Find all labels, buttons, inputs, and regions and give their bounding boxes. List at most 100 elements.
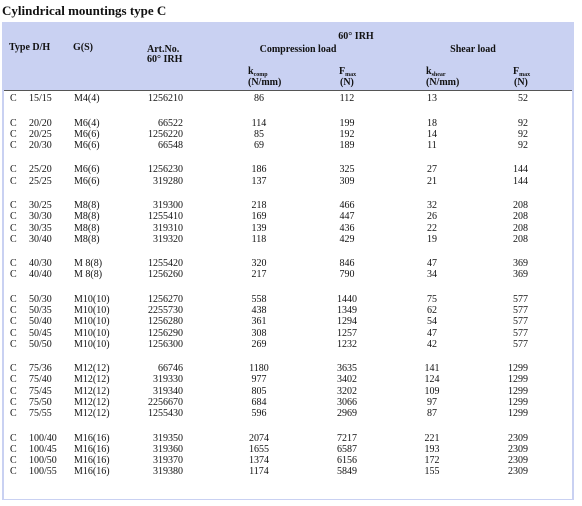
k-shear: 22 [427,222,437,234]
k-shear: 47 [427,327,437,339]
gs: M6(6) [74,175,100,187]
art-no: 66522 [158,117,183,129]
type-prefix: C [10,454,17,466]
gs: M10(10) [74,327,110,339]
f-max-shear: 92 [518,139,528,151]
k-comp: 438 [251,305,267,317]
type-dh: 15/15 [29,93,52,104]
type-prefix: C [10,385,17,397]
f-max-shear: 2309 [508,432,528,444]
k-comp: 1174 [249,466,269,478]
header-shear: Shear load [450,44,496,55]
header-gs: G(S) [73,42,93,53]
art-no: 1255410 [148,211,183,223]
gs: M8(8) [74,200,100,212]
type-dh: 50/30 [29,293,52,305]
f-max-comp: 6156 [337,454,357,466]
type-prefix: C [10,139,17,151]
gs: M16(16) [74,454,110,466]
art-no: 1255420 [148,258,183,270]
type-prefix: C [10,305,17,317]
f-max-comp: 3066 [337,396,357,408]
f-max-shear: 52 [518,93,528,104]
k-comp: 2074 [249,432,269,444]
header-fmax1: Fmax [339,66,356,81]
f-max-shear: 144 [513,175,528,187]
k-shear: 19 [427,233,437,245]
gs: M12(12) [74,396,110,408]
f-max-shear: 577 [513,338,528,350]
f-max-comp: 189 [339,139,355,151]
gs: M4(4) [74,93,100,104]
type-prefix: C [10,233,17,245]
type-dh: 20/25 [29,128,52,140]
f-max-comp: 1440 [337,293,357,305]
kcomp: k [248,66,254,77]
f-max-shear: 369 [513,269,528,281]
art-no: 1255430 [148,408,183,419]
k-comp: 114 [251,117,267,129]
art-no: 1256210 [148,93,183,104]
type-dh: 25/20 [29,164,52,176]
gs: M 8(8) [74,258,103,270]
type-prefix: C [10,293,17,305]
type-dh: 100/55 [29,466,57,478]
gs: M8(8) [74,211,100,223]
f-max-shear: 1299 [508,408,528,419]
k-shear: 54 [427,316,437,328]
k-comp: 218 [251,200,267,212]
gs: M10(10) [74,305,110,317]
kshear: k [426,66,432,77]
k-shear: 155 [424,466,440,478]
k-shear: 11 [427,139,437,151]
k-comp: 320 [251,258,267,270]
k-comp: 596 [251,408,267,419]
f-max-shear: 2309 [508,443,528,455]
f-max-comp: 3202 [337,385,357,397]
f-max-shear: 577 [513,305,528,317]
gs: M16(16) [74,443,110,455]
type-dh: 30/35 [29,222,52,234]
header-artno: Art.No. [147,44,180,55]
f-max-shear: 208 [513,211,528,223]
type-prefix: C [10,338,17,350]
type-dh: 20/20 [29,117,52,129]
k-comp: 361 [251,316,267,328]
type-prefix: C [10,363,17,375]
f-max-comp: 447 [339,211,355,223]
type-dh: 75/50 [29,396,52,408]
f-max-comp: 1349 [337,305,357,317]
f-max-comp: 436 [339,222,355,234]
k-shear: 32 [427,200,437,212]
type-prefix: C [10,175,17,187]
type-prefix: C [10,396,17,408]
k-comp: 308 [251,327,267,339]
type-dh: 40/40 [29,269,52,281]
k-comp: 169 [251,211,267,223]
k-shear: 13 [427,93,437,104]
type-prefix: C [10,222,17,234]
kcomp-sub: comp [253,72,268,78]
type-prefix: C [10,443,17,455]
type-prefix: C [10,316,17,328]
kshear-sub: shear [431,72,446,78]
type-dh: 75/36 [29,363,52,375]
type-dh: 75/55 [29,408,52,419]
art-no: 66746 [158,363,183,375]
art-no: 1256270 [148,293,183,305]
type-dh: 30/30 [29,211,52,223]
gs: M8(8) [74,222,100,234]
gs: M16(16) [74,432,110,444]
header-fmax1-unit: (N) [340,77,354,88]
f-max-comp: 6587 [337,443,357,455]
f-max-shear: 144 [513,164,528,176]
art-no: 319340 [153,385,183,397]
f-max-shear: 577 [513,293,528,305]
header-kshear-unit: (N/mm) [426,77,460,88]
k-shear: 26 [427,211,437,223]
type-prefix: C [10,164,17,176]
f-max-shear: 577 [513,316,528,328]
f-max-shear: 577 [513,327,528,339]
type-prefix: C [10,211,17,223]
